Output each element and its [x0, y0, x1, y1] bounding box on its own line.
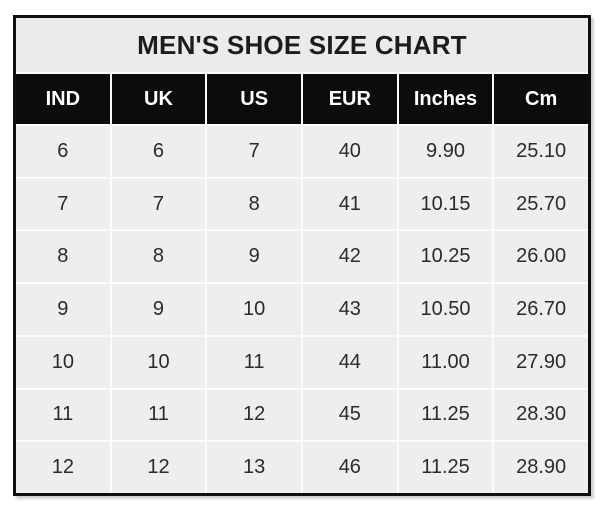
column-header-inches: Inches	[398, 74, 493, 124]
cell-ind-row7: 12	[16, 442, 110, 493]
cell-us-row1: 7	[207, 126, 301, 177]
cell-ind-row3: 8	[16, 231, 110, 283]
cell-eur-row7: 46	[302, 442, 397, 493]
column-header-ind: IND	[16, 74, 110, 124]
cell-inches-row6: 11.25	[398, 389, 493, 441]
cell-inches-row2: 10.15	[398, 178, 493, 230]
column-header-eur: EUR	[302, 74, 397, 124]
cell-eur-row5: 44	[302, 336, 397, 388]
cell-cm-row3: 26.00	[494, 231, 588, 283]
cell-uk-row6: 11	[111, 389, 206, 441]
cell-ind-row1: 6	[16, 126, 110, 177]
cell-inches-row1: 9.90	[398, 126, 493, 177]
cell-us-row7: 13	[207, 442, 301, 493]
cell-ind-row2: 7	[16, 178, 110, 230]
cell-ind-row4: 9	[16, 284, 110, 335]
column-header-uk: UK	[111, 74, 206, 124]
cell-cm-row4: 26.70	[494, 284, 588, 335]
cell-cm-row2: 25.70	[494, 178, 588, 230]
cell-uk-row1: 6	[111, 126, 206, 177]
cell-us-row6: 12	[207, 389, 301, 441]
shoe-size-chart-table: MEN'S SHOE SIZE CHART IND UK US EUR Inches Cm…	[13, 15, 591, 496]
cell-uk-row5: 10	[111, 336, 206, 388]
cell-cm-row7: 28.90	[494, 442, 588, 493]
column-header-us: US	[207, 74, 301, 124]
cell-inches-row5: 11.00	[398, 336, 493, 388]
cell-uk-row4: 9	[111, 284, 206, 335]
cell-eur-row4: 43	[302, 284, 397, 335]
cell-eur-row1: 40	[302, 126, 397, 177]
cell-ind-row5: 10	[16, 336, 110, 388]
cell-cm-row1: 25.10	[494, 126, 588, 177]
cell-cm-row6: 28.30	[494, 389, 588, 441]
cell-inches-row3: 10.25	[398, 231, 493, 283]
cell-eur-row2: 41	[302, 178, 397, 230]
cell-us-row5: 11	[207, 336, 301, 388]
cell-eur-row3: 42	[302, 231, 397, 283]
cell-uk-row3: 8	[111, 231, 206, 283]
cell-us-row3: 9	[207, 231, 301, 283]
cell-cm-row5: 27.90	[494, 336, 588, 388]
cell-us-row2: 8	[207, 178, 301, 230]
cell-uk-row2: 7	[111, 178, 206, 230]
cell-ind-row6: 11	[16, 389, 110, 441]
cell-us-row4: 10	[207, 284, 301, 335]
cell-inches-row7: 11.25	[398, 442, 493, 493]
cell-inches-row4: 10.50	[398, 284, 493, 335]
column-header-cm: Cm	[494, 74, 588, 124]
cell-eur-row6: 45	[302, 389, 397, 441]
cell-uk-row7: 12	[111, 442, 206, 493]
chart-title: MEN'S SHOE SIZE CHART	[16, 18, 588, 72]
